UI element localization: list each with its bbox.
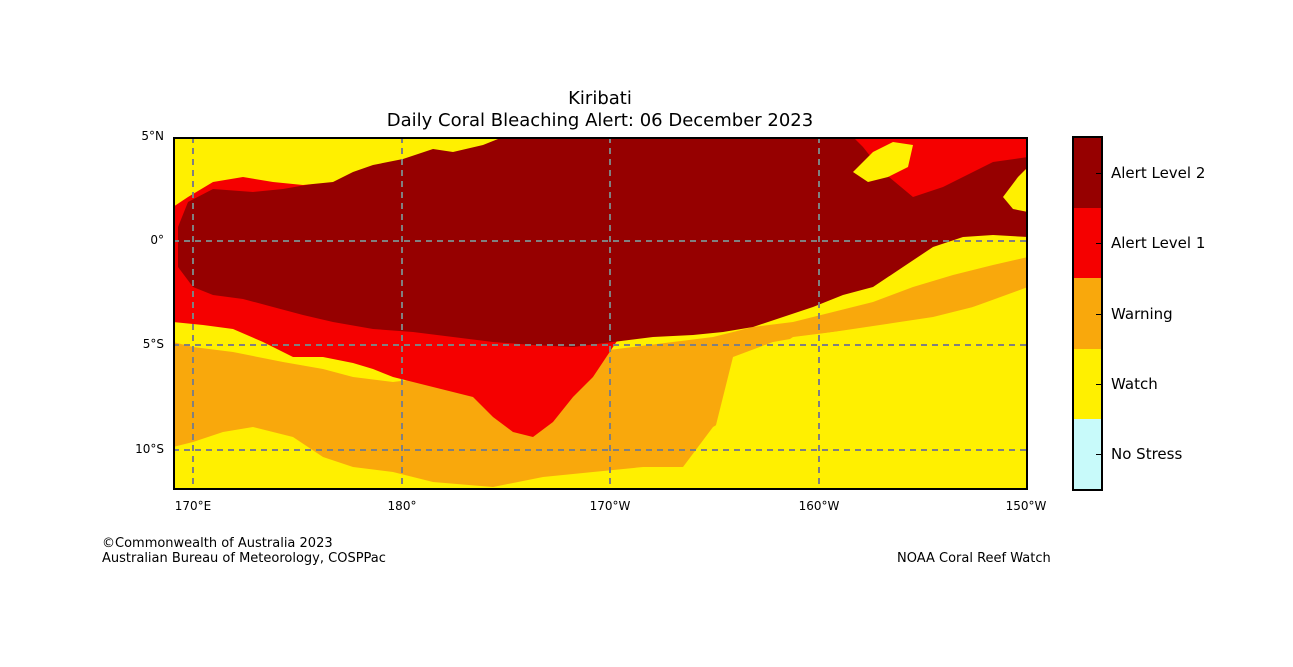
legend-tick: [1096, 313, 1101, 315]
lat-label-5s: 5°S: [142, 337, 164, 351]
lon-label-170w: 170°W: [589, 499, 631, 513]
lat-label-5n: 5°N: [141, 129, 164, 143]
region-watch-north-2: [853, 142, 913, 182]
credit-line-1: ©Commonwealth of Australia 2023: [102, 536, 333, 551]
legend-label: No Stress: [1111, 444, 1183, 463]
legend-swatch: [1074, 348, 1101, 419]
legend-tick: [1096, 243, 1101, 245]
map-subtitle: Daily Coral Bleaching Alert: 06 December…: [386, 110, 814, 131]
legend-label: Watch: [1111, 374, 1158, 393]
lat-label-10s: 10°S: [135, 442, 164, 456]
legend-tick: [1096, 453, 1101, 455]
legend-swatch: [1074, 278, 1101, 349]
legend-tick: [1096, 173, 1101, 175]
legend-colorbar: [1072, 136, 1103, 491]
map-svg: [173, 137, 1028, 490]
region-watch-southeast: [703, 287, 1028, 490]
graticule: [173, 137, 1028, 490]
lon-label-150w: 150°W: [1005, 499, 1047, 513]
lat-label-0: 0°: [150, 233, 164, 247]
credit-line-2: Australian Bureau of Meteorology, COSPPa…: [102, 551, 386, 566]
region-watch-north-1: [173, 137, 503, 207]
lon-label-160w: 160°W: [798, 499, 840, 513]
coral-alert-map: [173, 137, 1028, 490]
legend-label: Warning: [1111, 304, 1173, 323]
lon-label-180: 180°: [387, 499, 417, 513]
map-title: Kiribati: [568, 88, 632, 109]
legend-label: Alert Level 1: [1111, 234, 1206, 253]
map-border: [173, 137, 1028, 490]
lon-label-170e: 170°E: [174, 499, 212, 513]
legend-swatch: [1074, 208, 1101, 279]
legend-swatch: [1074, 418, 1101, 489]
credit-noaa: NOAA Coral Reef Watch: [897, 551, 1051, 566]
legend-tick: [1096, 383, 1101, 385]
region-warning: [173, 257, 1028, 487]
region-watch-east: [1003, 167, 1028, 212]
legend-label: Alert Level 2: [1111, 164, 1206, 183]
